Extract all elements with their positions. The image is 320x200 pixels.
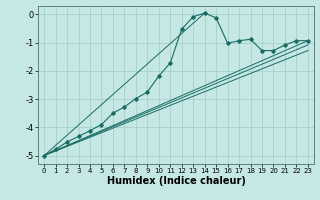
X-axis label: Humidex (Indice chaleur): Humidex (Indice chaleur) [107, 176, 245, 186]
